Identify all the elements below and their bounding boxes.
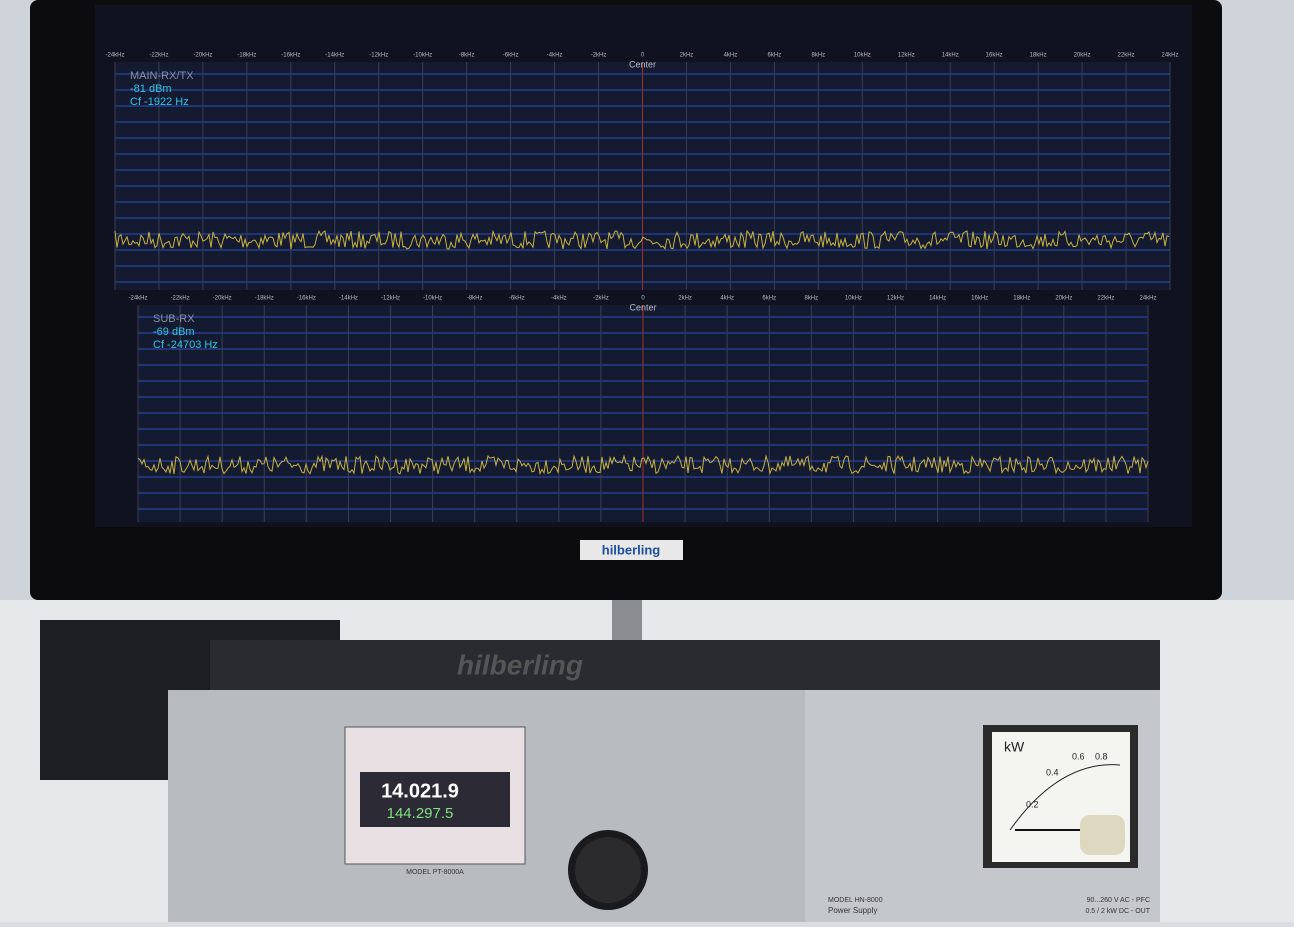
main-frequency: 14.021.9 (381, 780, 459, 802)
meter-tick: 0.2 (1026, 799, 1039, 809)
frequency-label: 14kHz (942, 53, 959, 59)
frequency-label: 22kHz (1118, 53, 1135, 59)
frequency-label: 20kHz (1055, 296, 1072, 302)
meter-unit: kW (1004, 739, 1025, 755)
ps-input: 90...260 V AC - PFC (1087, 897, 1150, 904)
logo-plate (580, 540, 683, 560)
spectrum-trace (114, 229, 1170, 250)
panel-name: MAIN-RX/TX (130, 70, 194, 82)
frequency-label: -16kHz (297, 296, 316, 302)
offset: Cf -1922 Hz (130, 96, 189, 108)
frequency-label: -6kHz (503, 53, 519, 59)
frequency-label: -4kHz (551, 296, 567, 302)
frequency-label: 2kHz (678, 296, 692, 302)
ps-label: Power Supply (828, 906, 877, 915)
frequency-label: 16kHz (971, 296, 988, 302)
frequency-label: 18kHz (1030, 53, 1047, 59)
meter-cover (1080, 815, 1125, 855)
frequency-label: -6kHz (509, 296, 525, 302)
frequency-label: 18kHz (1013, 296, 1030, 302)
spectrum-trace (137, 454, 1149, 476)
frequency-label: 4kHz (724, 53, 738, 59)
frequency-label: 0 (641, 53, 645, 59)
frequency-label: -24kHz (105, 53, 124, 59)
frequency-label: -14kHz (339, 296, 358, 302)
frequency-label: -12kHz (381, 296, 400, 302)
stand (612, 600, 642, 640)
frequency-label: 2kHz (680, 53, 694, 59)
lcd-freq-area (360, 772, 510, 827)
panel-name: SUB-RX (153, 313, 195, 325)
sub-frequency: 144.297.5 (387, 805, 454, 822)
chassis-brand: hilberling (457, 649, 583, 680)
frequency-label: 6kHz (768, 53, 782, 59)
frequency-label: 0 (641, 296, 645, 302)
chassis-top (210, 640, 1160, 695)
frequency-label: 24kHz (1139, 296, 1156, 302)
frequency-label: -8kHz (459, 53, 475, 59)
frequency-label: -10kHz (423, 296, 442, 302)
frequency-label: 8kHz (804, 296, 818, 302)
model: MODEL PT-8000A (406, 869, 464, 876)
frequency-label: -14kHz (325, 53, 344, 59)
ps-model: MODEL HN-8000 (828, 897, 883, 904)
frequency-label: -10kHz (413, 53, 432, 59)
frequency-label: -18kHz (255, 296, 274, 302)
center-label: Center (629, 302, 656, 312)
logo: hilberling (602, 542, 661, 557)
level: -81 dBm (130, 83, 172, 95)
frequency-label: 10kHz (845, 296, 862, 302)
meter-tick: 0.8 (1095, 751, 1108, 761)
frequency-label: 24kHz (1161, 53, 1178, 59)
frequency-label: 12kHz (898, 53, 915, 59)
frequency-label: 4kHz (720, 296, 734, 302)
frequency-label: 8kHz (811, 53, 825, 59)
frequency-label: 16kHz (986, 53, 1003, 59)
frequency-label: -22kHz (171, 296, 190, 302)
frequency-label: 20kHz (1074, 53, 1091, 59)
tuning-knob-inner (575, 837, 641, 903)
frequency-label: -20kHz (193, 53, 212, 59)
frequency-label: -22kHz (149, 53, 168, 59)
meter-arc (1009, 764, 1121, 831)
frequency-label: 10kHz (854, 53, 871, 59)
ps-output: 0.5 / 2 kW DC - OUT (1085, 908, 1150, 915)
frequency-label: -18kHz (237, 53, 256, 59)
frequency-label: -2kHz (593, 296, 609, 302)
offset: Cf -24703 Hz (153, 339, 218, 351)
frequency-label: 12kHz (887, 296, 904, 302)
frequency-label: 6kHz (762, 296, 776, 302)
meter-tick: 0.6 (1072, 751, 1085, 761)
frequency-label: 14kHz (929, 296, 946, 302)
frequency-label: -4kHz (547, 53, 563, 59)
frequency-label: -2kHz (591, 53, 607, 59)
level: -69 dBm (153, 326, 195, 338)
frequency-label: 22kHz (1097, 296, 1114, 302)
frequency-label: -12kHz (369, 53, 388, 59)
frequency-label: -16kHz (281, 53, 300, 59)
frequency-label: -20kHz (213, 296, 232, 302)
frequency-label: -8kHz (467, 296, 483, 302)
meter-tick: 0.4 (1046, 767, 1059, 777)
center-label: Center (629, 59, 656, 69)
frequency-label: -24kHz (128, 296, 147, 302)
